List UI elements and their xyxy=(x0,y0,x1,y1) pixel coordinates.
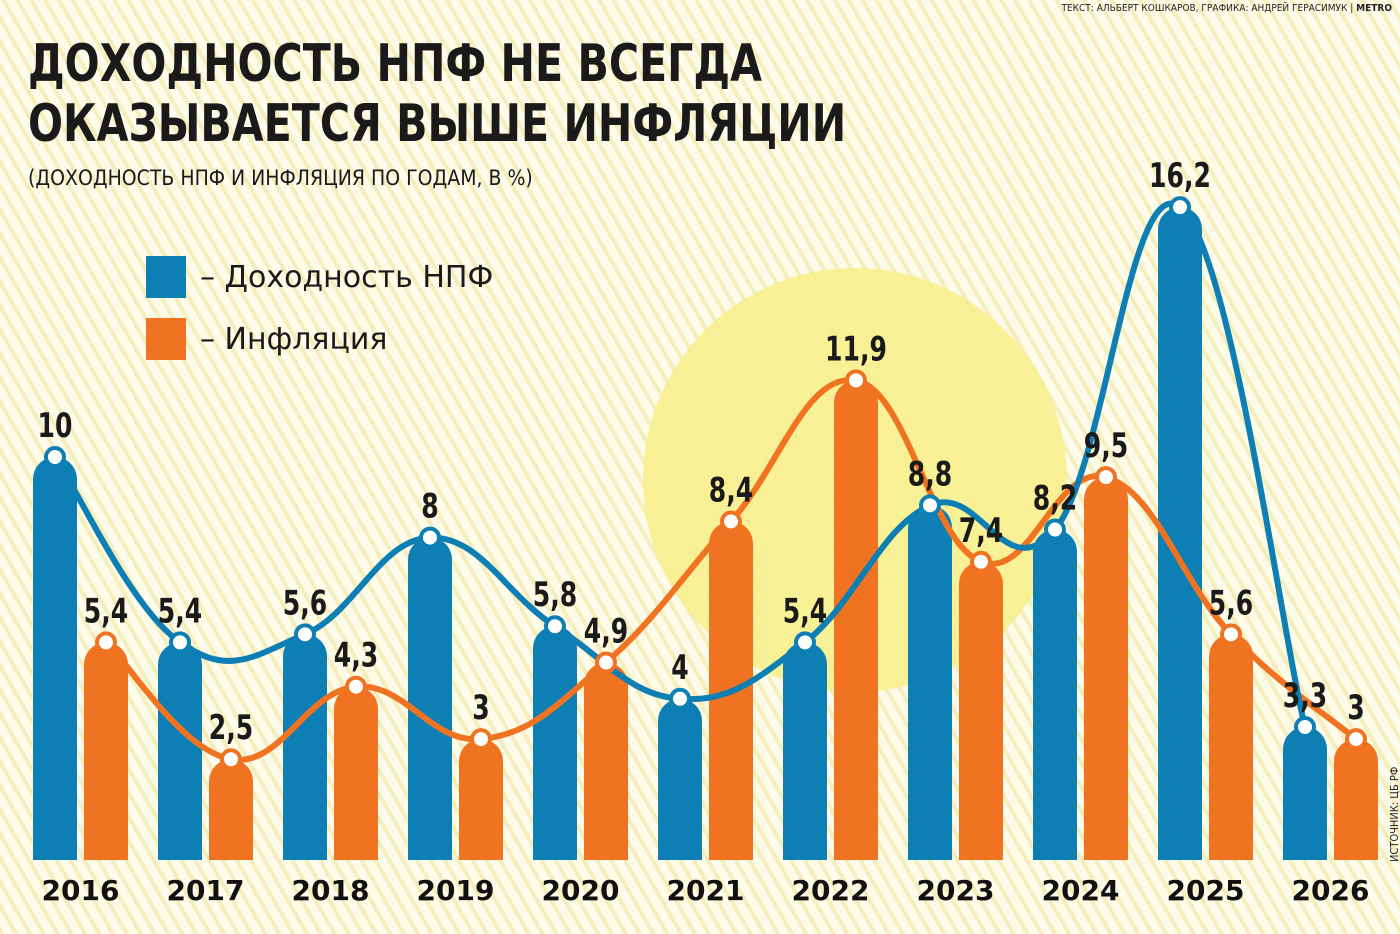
point-npf-2025 xyxy=(1169,196,1191,219)
year-label-2019: 2019 xyxy=(417,874,495,907)
value-label-npf-2026: 3,3 xyxy=(1283,676,1327,715)
legend-item-inflation: – Инфляция xyxy=(146,317,493,361)
bar-npf-2017 xyxy=(158,642,202,860)
labels-layer: 10 5,4 5,6 8 5,8 4 5,4 8,8 8,2 16,2 3,3 5,4 2,5 4,3 3 4… xyxy=(38,157,1365,748)
chart-title-line-2: ОКАЗЫВАЕТСЯ ВЫШЕ ИНФЛЯЦИИ xyxy=(28,94,847,154)
chart-title-line-1: ДОХОДНОСТЬ НПФ НЕ ВСЕГДА xyxy=(28,34,762,94)
legend: – Доходность НПФ – Инфляция xyxy=(146,255,493,379)
year-label-2018: 2018 xyxy=(292,874,370,907)
chart-subtitle: (ДОХОДНОСТЬ НПФ И ИНФЛЯЦИЯ ПО ГОДАМ, В %… xyxy=(28,166,533,190)
year-label-2025: 2025 xyxy=(1167,874,1245,907)
value-label-npf-2022: 5,4 xyxy=(783,592,827,631)
value-label-inflation-2022: 11,9 xyxy=(825,330,887,369)
bar-inflation-2018 xyxy=(334,686,378,860)
bar-inflation-2016 xyxy=(84,642,128,860)
point-inflation-2017 xyxy=(220,748,242,771)
value-label-inflation-2023: 7,4 xyxy=(959,511,1003,550)
value-label-npf-2021: 4 xyxy=(671,648,688,687)
value-label-npf-2018: 5,6 xyxy=(283,584,327,623)
brand-logo: METRO xyxy=(1356,3,1392,14)
bar-npf-2019 xyxy=(408,537,452,860)
bar-inflation-2026 xyxy=(1334,739,1378,860)
point-npf-2018 xyxy=(294,623,316,646)
point-inflation-2020 xyxy=(595,651,617,674)
point-inflation-2025 xyxy=(1220,623,1242,646)
value-label-inflation-2018: 4,3 xyxy=(334,636,378,675)
year-label-2023: 2023 xyxy=(917,874,995,907)
point-npf-2020 xyxy=(544,615,566,638)
legend-swatch-npf xyxy=(146,256,186,298)
value-label-npf-2024: 8,2 xyxy=(1033,479,1077,518)
credit-line: ТЕКСТ: АЛЬБЕРТ КОШКАРОВ, ГРАФИКА: АНДРЕЙ… xyxy=(1061,3,1392,14)
point-inflation-2019 xyxy=(470,728,492,751)
bar-npf-2024 xyxy=(1033,529,1077,860)
value-label-npf-2020: 5,8 xyxy=(533,576,577,615)
bar-npf-2025 xyxy=(1158,207,1202,860)
bar-npf-2021 xyxy=(658,698,702,860)
year-label-2017: 2017 xyxy=(167,874,245,907)
year-label-2022: 2022 xyxy=(792,874,870,907)
value-label-npf-2019: 8 xyxy=(421,487,438,526)
value-label-inflation-2017: 2,5 xyxy=(209,709,253,748)
bar-inflation-2023 xyxy=(959,561,1003,860)
point-npf-2022 xyxy=(794,631,816,654)
point-npf-2023 xyxy=(919,494,941,517)
years-layer: 2016 2017 2018 2019 2020 2021 2022 2023 2024 2025… xyxy=(42,874,1370,907)
value-label-inflation-2026: 3 xyxy=(1347,688,1364,727)
line-npf xyxy=(52,200,1308,731)
source-note: ИСТОЧНИК: ЦБ РФ xyxy=(1388,766,1400,862)
bar-inflation-2020 xyxy=(584,662,628,860)
point-npf-2021 xyxy=(669,687,691,710)
bar-npf-2020 xyxy=(533,626,577,860)
point-inflation-2021 xyxy=(720,510,742,533)
value-label-inflation-2024: 9,5 xyxy=(1084,427,1128,466)
value-label-inflation-2025: 5,6 xyxy=(1209,584,1253,623)
point-npf-2017 xyxy=(169,631,191,654)
value-label-npf-2017: 5,4 xyxy=(158,592,202,631)
year-label-2021: 2021 xyxy=(667,874,745,907)
legend-label-npf: – Доходность НПФ xyxy=(200,259,494,295)
value-label-inflation-2021: 8,4 xyxy=(709,471,753,510)
point-npf-2016 xyxy=(44,446,66,468)
point-inflation-2026 xyxy=(1345,728,1367,751)
value-label-inflation-2020: 4,9 xyxy=(584,612,628,651)
point-inflation-2022 xyxy=(845,369,867,392)
point-inflation-2024 xyxy=(1095,466,1117,489)
point-inflation-2018 xyxy=(345,675,367,698)
value-label-inflation-2016: 5,4 xyxy=(84,592,128,631)
value-label-npf-2025: 16,2 xyxy=(1149,157,1211,196)
year-label-2020: 2020 xyxy=(542,874,620,907)
legend-swatch-inflation xyxy=(146,318,186,360)
point-inflation-2016 xyxy=(95,631,117,654)
bar-inflation-2024 xyxy=(1084,477,1128,860)
bar-inflation-2019 xyxy=(459,739,503,860)
point-npf-2019 xyxy=(419,526,441,549)
year-label-2026: 2026 xyxy=(1292,874,1370,907)
bars-layer xyxy=(33,207,1378,860)
year-label-2024: 2024 xyxy=(1042,874,1120,907)
bar-npf-2018 xyxy=(283,634,327,860)
bar-npf-2016 xyxy=(33,457,77,860)
bar-inflation-2022 xyxy=(834,380,878,860)
bar-inflation-2025 xyxy=(1209,634,1253,860)
legend-item-npf: – Доходность НПФ xyxy=(146,255,493,299)
lines-layer xyxy=(44,196,1367,771)
legend-label-inflation: – Инфляция xyxy=(200,321,388,357)
bar-inflation-2017 xyxy=(209,759,253,860)
credit-text: ТЕКСТ: АЛЬБЕРТ КОШКАРОВ, ГРАФИКА: АНДРЕЙ… xyxy=(1061,3,1354,14)
value-label-npf-2016: 10 xyxy=(38,406,73,445)
point-npf-2024 xyxy=(1044,518,1066,541)
value-label-inflation-2019: 3 xyxy=(472,688,489,727)
bar-npf-2023 xyxy=(908,505,952,860)
point-inflation-2023 xyxy=(970,550,992,573)
year-label-2016: 2016 xyxy=(42,874,120,907)
chart-title: ДОХОДНОСТЬ НПФ НЕ ВСЕГДА ОКАЗЫВАЕТСЯ ВЫШ… xyxy=(28,34,846,154)
bar-npf-2022 xyxy=(783,642,827,860)
line-inflation xyxy=(103,377,1359,763)
bar-npf-2026 xyxy=(1283,727,1327,860)
point-npf-2026 xyxy=(1294,716,1316,739)
value-label-npf-2023: 8,8 xyxy=(908,455,952,494)
